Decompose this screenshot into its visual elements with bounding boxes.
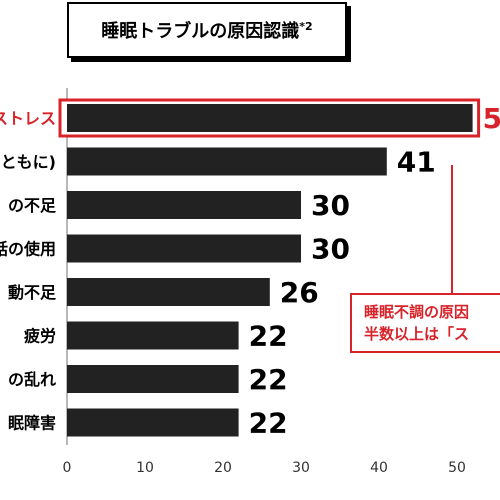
x-tick-label: 40 [370,460,388,476]
x-tick-label: 50 [448,460,466,476]
chart-title: 睡眠トラブルの原因認識*2 [101,17,312,43]
category-label: 動不足 [8,283,57,302]
chart-title-box: 睡眠トラブルの原因認識*2 [67,2,347,58]
value-label: 30 [311,189,350,222]
category-label: 疲労 [24,327,56,346]
value-label: 52 [483,102,500,135]
category-label: の乱れ [8,370,56,389]
category-label: の不足 [8,196,57,215]
callout-line-2: 半数以上は「ス [364,325,470,343]
x-tick-label: 20 [214,460,232,476]
x-tick-label: 30 [292,460,310,476]
bar [67,408,239,437]
value-label: 26 [280,276,319,309]
bar [67,191,301,219]
x-tick-label: 10 [136,460,154,476]
category-label: 眠障害 [8,414,56,433]
value-label: 30 [311,233,350,266]
callout-line-1: 睡眠不調の原因 [364,303,470,321]
value-label: 41 [397,146,436,179]
bar [67,365,239,393]
title-footnote-mark: *2 [299,20,313,33]
x-tick-label: 0 [63,460,72,476]
value-label: 22 [249,363,288,396]
bar [67,147,387,176]
value-label: 22 [249,320,288,353]
value-label: 22 [249,407,288,440]
bar [67,234,301,263]
category-label: 話の使用 [0,240,56,259]
callout-box: 睡眠不調の原因 半数以上は「ス [350,293,500,353]
bar [67,278,270,306]
bar [67,321,239,350]
chart-title-text: 睡眠トラブルの原因認識 [101,21,300,42]
category-label: (ともに) [0,153,56,172]
category-label: ストレス [0,109,56,128]
bar [67,104,473,132]
